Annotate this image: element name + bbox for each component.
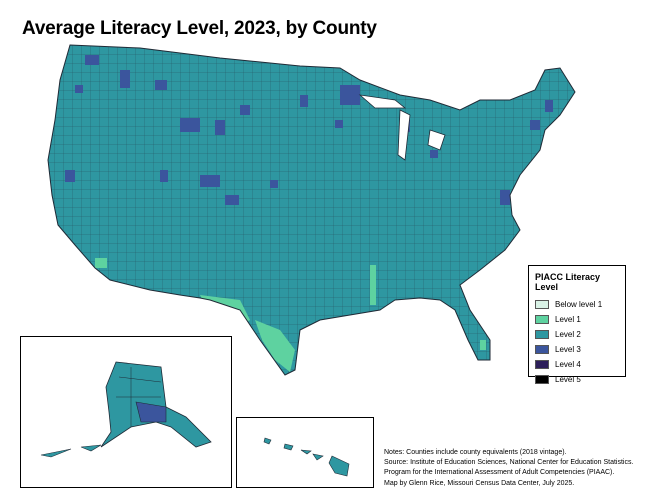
legend-swatch	[535, 300, 549, 309]
legend-label: Level 3	[555, 345, 581, 354]
legend-label: Level 2	[555, 330, 581, 339]
legend-item-level-3: Level 3	[535, 342, 619, 357]
legend-item-level-5: Level 5	[535, 372, 619, 387]
lake-huron	[427, 129, 446, 151]
legend-swatch	[535, 315, 549, 324]
legend: PIACC Literacy Level Below level 1 Level…	[528, 265, 626, 384]
legend-label: Below level 1	[555, 300, 603, 309]
notes-line: Notes: Counties include county equivalen…	[384, 449, 567, 456]
legend-item-below-level-1: Below level 1	[535, 297, 619, 312]
credit-line: Map by Glenn Rice, Missouri Census Data …	[384, 479, 575, 487]
alaska-map	[40, 361, 212, 458]
hawaii-map	[263, 437, 350, 477]
program-line: Program for the International Assessment…	[384, 469, 615, 477]
map-title: Average Literacy Level, 2023, by County	[22, 18, 377, 39]
alaska-inset	[20, 336, 232, 488]
lake-michigan	[397, 109, 411, 161]
legend-swatch	[535, 375, 549, 384]
source-line: Source: Institute of Education Sciences,…	[384, 459, 634, 467]
legend-label: Level 1	[555, 315, 581, 324]
hawaii-inset	[236, 417, 374, 488]
legend-item-level-1: Level 1	[535, 312, 619, 327]
legend-item-level-2: Level 2	[535, 327, 619, 342]
legend-label: Level 5	[555, 375, 581, 384]
legend-label: Level 4	[555, 360, 581, 369]
us-counties-layer	[47, 44, 576, 376]
lake-superior	[358, 94, 407, 109]
legend-swatch	[535, 360, 549, 369]
legend-title: PIACC Literacy Level	[535, 272, 601, 292]
legend-item-level-4: Level 4	[535, 357, 619, 372]
map-notes: Notes: Counties include county equivalen…	[384, 448, 633, 489]
legend-swatch	[535, 330, 549, 339]
legend-swatch	[535, 345, 549, 354]
